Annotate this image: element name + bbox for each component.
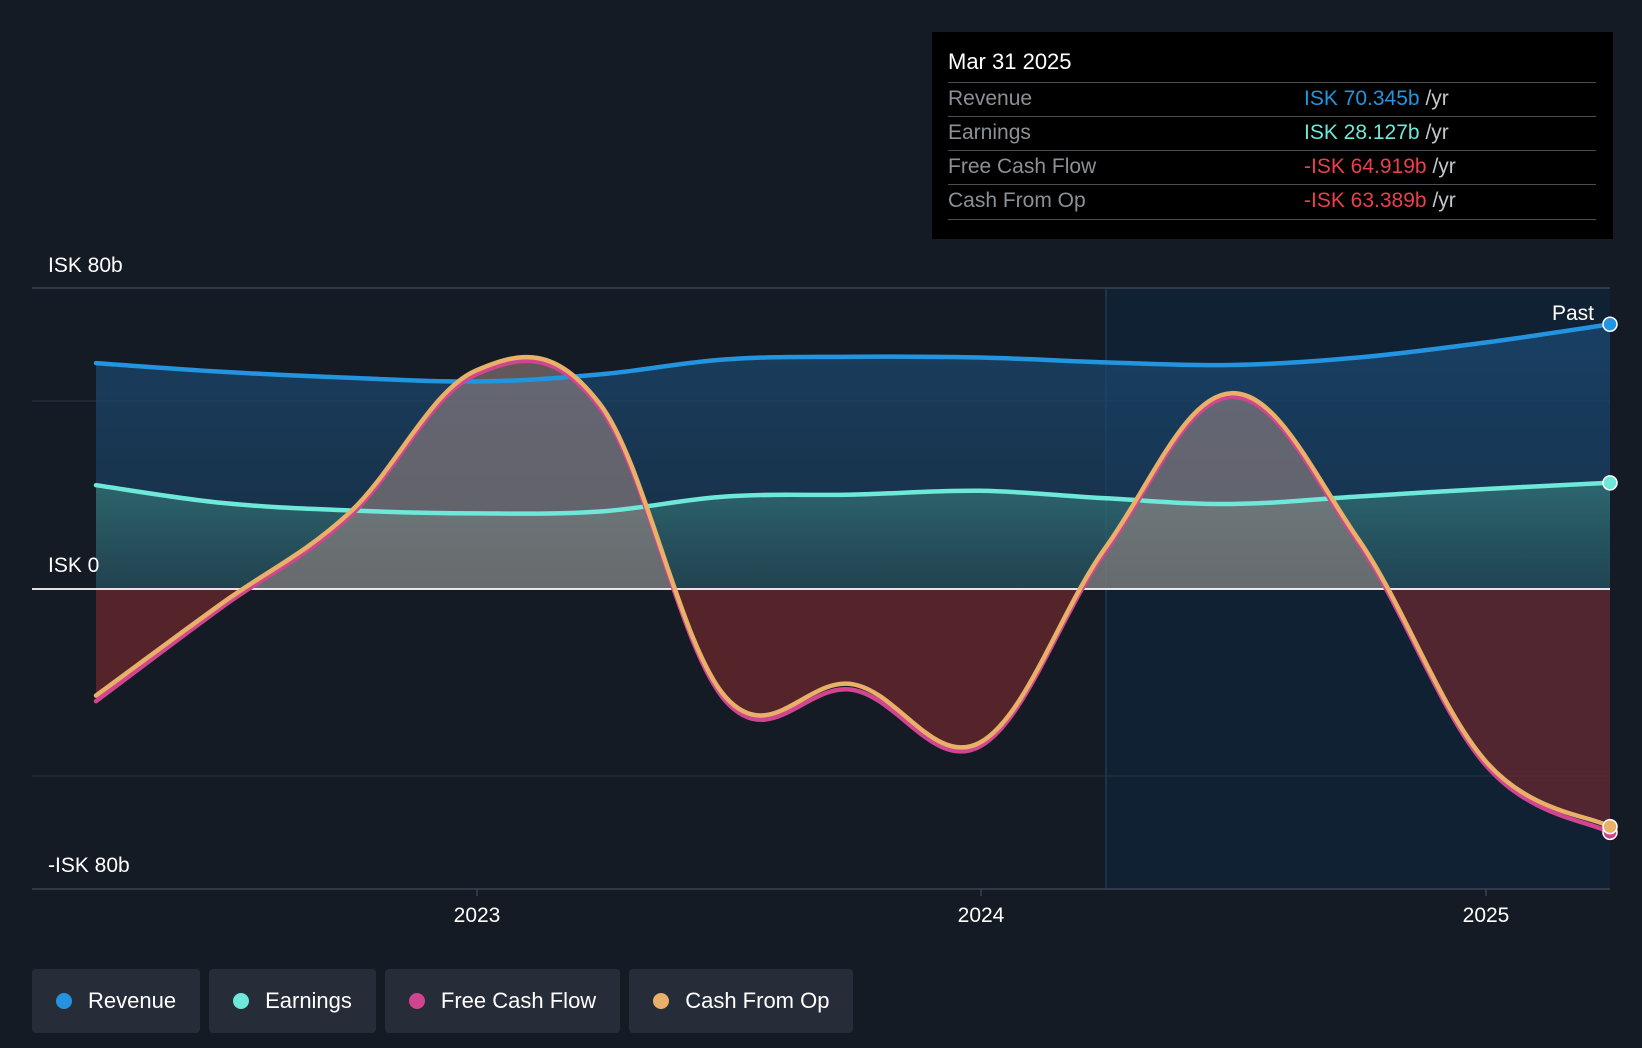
legend-label: Cash From Op	[685, 988, 830, 1013]
tooltip-value: ISK 70.345b /yr	[1304, 87, 1449, 111]
past-label: Past	[1552, 302, 1594, 325]
legend-label: Revenue	[88, 988, 177, 1013]
tooltip-row-cash-from-op: Cash From Op -ISK 63.389b /yr	[948, 184, 1596, 220]
tooltip-unit: /yr	[1425, 87, 1449, 110]
end-marker-earnings	[1602, 475, 1618, 491]
tooltip: Mar 31 2025 Revenue ISK 70.345b /yr Earn…	[932, 32, 1613, 239]
y-label-top: ISK 80b	[48, 254, 123, 277]
tooltip-value-number: ISK 28.127b	[1304, 121, 1420, 144]
cash-from-op-line	[93, 354, 1610, 829]
revenue-line	[93, 322, 1610, 384]
y-label-zero: ISK 0	[48, 554, 99, 577]
end-marker-cash-from-op	[1602, 818, 1618, 835]
end-marker-revenue	[1602, 316, 1618, 333]
cash-flow-negative-area	[96, 589, 1610, 827]
cash-flow-positive-area	[96, 357, 1610, 589]
tooltip-value: -ISK 64.919b /yr	[1304, 155, 1456, 179]
tooltip-value-number: -ISK 64.919b	[1304, 155, 1427, 178]
tooltip-row-earnings: Earnings ISK 28.127b /yr	[948, 116, 1596, 151]
legend-label: Free Cash Flow	[440, 988, 597, 1013]
tooltip-label: Revenue	[948, 87, 1033, 110]
tooltip-label: Earnings	[948, 121, 1031, 144]
tooltip-value-number: ISK 70.345b	[1304, 87, 1420, 110]
tooltip-value: -ISK 63.389b /yr	[1304, 189, 1456, 213]
x-tick-2023: 2023	[454, 904, 501, 927]
tooltip-unit: /yr	[1432, 189, 1456, 212]
legend-dot-icon	[653, 993, 670, 1009]
legend-item-free-cash-flow[interactable]: Free Cash Flow	[384, 969, 621, 1033]
tooltip-date: Mar 31 2025	[948, 49, 1072, 74]
tooltip-label: Cash From Op	[948, 189, 1086, 212]
tooltip-label: Free Cash Flow	[948, 155, 1097, 178]
tooltip-value-number: -ISK 63.389b	[1304, 189, 1427, 212]
legend-item-revenue[interactable]: Revenue	[32, 969, 201, 1033]
legend-item-earnings[interactable]: Earnings	[209, 969, 376, 1033]
legend-dot-icon	[56, 993, 72, 1009]
legend-item-cash-from-op[interactable]: Cash From Op	[629, 969, 854, 1033]
tooltip-value: ISK 28.127b /yr	[1304, 121, 1449, 145]
legend: Revenue Earnings Free Cash Flow Cash Fro…	[32, 969, 854, 1033]
x-tick-2024: 2024	[958, 904, 1005, 927]
legend-dot-icon	[408, 993, 425, 1009]
legend-dot-icon	[233, 993, 250, 1009]
tooltip-unit: /yr	[1432, 155, 1456, 178]
x-tick-2025: 2025	[1463, 904, 1510, 927]
tooltip-unit: /yr	[1425, 121, 1449, 144]
tooltip-row-free-cash-flow: Free Cash Flow -ISK 64.919b /yr	[948, 150, 1596, 185]
y-label-bottom: -ISK 80b	[48, 854, 130, 877]
legend-label: Earnings	[265, 988, 352, 1013]
tooltip-row-revenue: Revenue ISK 70.345b /yr	[948, 82, 1596, 117]
